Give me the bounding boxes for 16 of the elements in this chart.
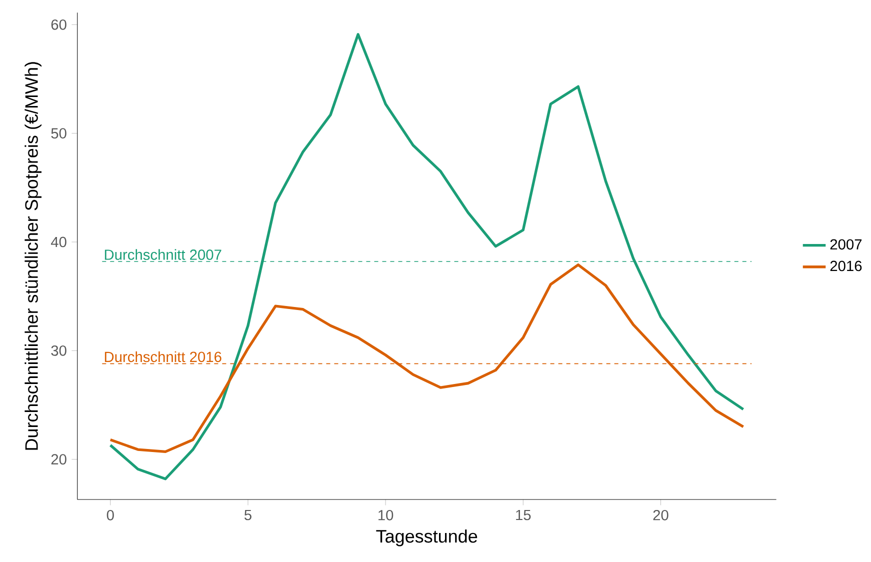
x-tick-label: 20 <box>653 510 668 520</box>
ref-line-label: Durchschnitt 2007 <box>104 249 222 260</box>
legend-label: 2016 <box>830 260 862 272</box>
y-tick-label: 30 <box>51 345 66 356</box>
x-tick-label: 5 <box>244 510 252 520</box>
y-tick-label: 60 <box>51 19 66 30</box>
y-tick-label: 50 <box>51 128 66 138</box>
x-tick-label: 10 <box>378 510 394 520</box>
ref-line-label: Durchschnitt 2016 <box>104 351 222 362</box>
legend-label: 2007 <box>830 239 862 250</box>
x-axis-title: Tagesstunde <box>376 529 478 546</box>
y-axis-title: Durchschnittlicher stündlicher Spotpreis (€/MWh) <box>24 62 42 450</box>
y-tick-label: 40 <box>50 236 66 248</box>
x-tick-label: 15 <box>516 510 531 520</box>
x-tick-label: 0 <box>106 510 114 520</box>
y-tick-label: 20 <box>51 454 66 464</box>
